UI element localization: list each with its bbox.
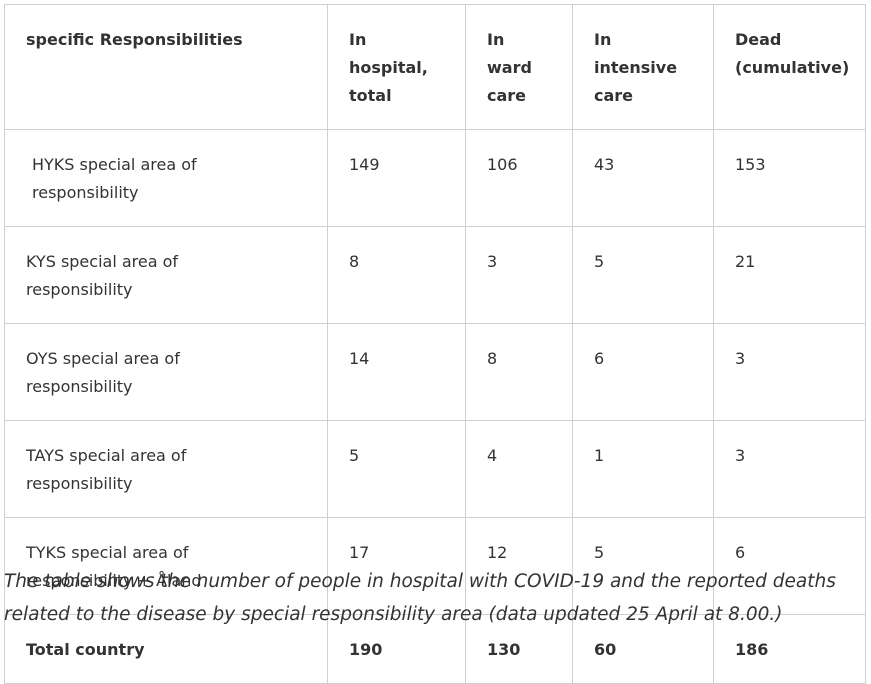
- table-cell: 4: [465, 420, 573, 518]
- header-row: specific Responsibilities In hospital, to…: [4, 4, 866, 130]
- row-label: KYS special area of responsibility: [4, 226, 328, 324]
- table-cell: 3: [713, 323, 866, 421]
- table-row: KYS special area of responsibility 8 3 5 21: [4, 226, 866, 324]
- table-cell: 43: [572, 129, 714, 227]
- table-cell: 8: [327, 226, 466, 324]
- row-label: TAYS special area of responsibility: [4, 420, 328, 518]
- row-label: OYS special area of responsibility: [4, 323, 328, 421]
- table-cell: 153: [713, 129, 866, 227]
- column-header: In ward care: [465, 4, 573, 130]
- table-cell: 21: [713, 226, 866, 324]
- table-cell: 5: [327, 420, 466, 518]
- table-cell: 14: [327, 323, 466, 421]
- table-cell: 149: [327, 129, 466, 227]
- column-header: In intensive care: [572, 4, 714, 130]
- table-row: TAYS special area of responsibility 5 4 1 3: [4, 420, 866, 518]
- data-table: specific Responsibilities In hospital, to…: [4, 4, 866, 684]
- table-row: HYKS special area of responsibility 149 10…: [4, 129, 866, 227]
- table-cell: 6: [572, 323, 714, 421]
- body: specific Responsibilities In hospital, to…: [4, 4, 866, 684]
- column-header: In hospital, total: [327, 4, 466, 130]
- table-row: OYS special area of responsibility 14 8 6 3: [4, 323, 866, 421]
- table-cell: 3: [465, 226, 573, 324]
- row-label: HYKS special area of responsibility: [4, 129, 328, 227]
- column-header: Dead (cumulative): [713, 4, 866, 130]
- caption: The table shows the number of people in …: [4, 571, 836, 625]
- table-row: TYKS special area of responsibility + Ål…: [4, 517, 866, 615]
- table-cell: 8: [465, 323, 573, 421]
- table-cell: 3: [713, 420, 866, 518]
- column-header: specific Responsibilities: [4, 4, 328, 130]
- table-cell: 1: [572, 420, 714, 518]
- table-cell: 5: [572, 226, 714, 324]
- row-label: TYKS special area of responsibility + Ål…: [4, 517, 328, 615]
- table-cell: 106: [465, 129, 573, 227]
- page: Hospital table {"table": { "header": ["s…: [4, 4, 866, 684]
